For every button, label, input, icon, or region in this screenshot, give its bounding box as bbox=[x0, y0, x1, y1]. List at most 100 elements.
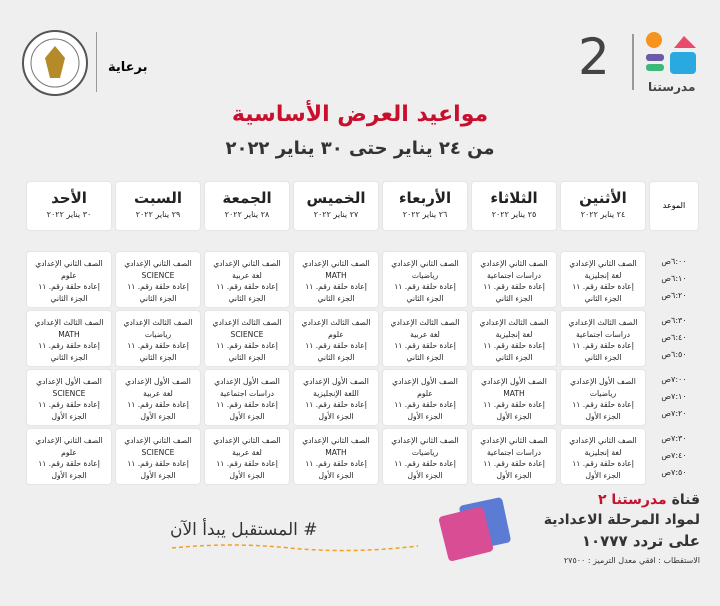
cell-grade: الصف الثاني الإعدادي bbox=[569, 436, 637, 445]
day-header: الثلاثاء ٢٥ يناير ٢٠٢٢ bbox=[472, 182, 556, 230]
program-cell: الصف الثالث الإعدادي لغة إنجليزية إعادة حل… bbox=[472, 311, 556, 366]
time-label: ٦:٥٠ص bbox=[661, 350, 687, 359]
day-header: الجمعة ٢٨ يناير ٢٠٢٢ bbox=[205, 182, 289, 230]
cell-subject: دراسات اجتماعية bbox=[486, 270, 542, 280]
program-cell: الصف الثاني الإعدادي رياضيات إعادة حلقة رق… bbox=[383, 429, 467, 484]
cell-grade: الصف الأول الإعدادي bbox=[570, 377, 636, 386]
program-cell: الصف الثاني الإعدادي رياضيات إعادة حلقة رق… bbox=[383, 252, 467, 307]
program-cell: الصف الثاني الإعدادي دراسات اجتماعية إعادة… bbox=[472, 429, 556, 484]
channel: قناة bbox=[671, 492, 700, 508]
channel-number: 2 bbox=[578, 28, 610, 86]
divider bbox=[96, 32, 97, 92]
cell-part: الجزء الثاني bbox=[584, 293, 622, 303]
cell-grade: الصف الأول الإعدادي bbox=[125, 377, 191, 386]
cell-part: الجزء الأول bbox=[318, 470, 354, 480]
cell-grade: الصف الثالث الإعدادي bbox=[390, 318, 460, 327]
cell-part: الجزء الثاني bbox=[228, 293, 266, 303]
cell-grade: الصف الأول الإعدادي bbox=[214, 377, 280, 386]
footer-line3: على تردد ١٠٧٧٧ bbox=[581, 532, 700, 550]
cell-grade: الصف الثاني الإعدادي bbox=[391, 259, 459, 268]
day-date: ٢٨ يناير ٢٠٢٢ bbox=[224, 210, 270, 219]
cell-episode: إعادة حلقة رقم. ١١ bbox=[572, 282, 634, 291]
program-cell: الصف الثاني الإعدادي لغة إنجليزية إعادة حل… bbox=[561, 252, 645, 307]
program-cell: الصف الثاني الإعدادي لغة إنجليزية إعادة حل… bbox=[561, 429, 645, 484]
program-cell: الصف الثاني الإعدادي علوم إعادة حلقة رقم. … bbox=[27, 429, 111, 484]
cell-subject: MATH bbox=[58, 329, 80, 339]
cell-grade: الصف الأول الإعدادي bbox=[303, 377, 369, 386]
cell-episode: إعادة حلقة رقم. ١١ bbox=[483, 400, 545, 409]
cell-grade: الصف الثالث الإعدادي bbox=[34, 318, 104, 327]
day-date: ٢٥ يناير ٢٠٢٢ bbox=[491, 210, 537, 219]
cell-subject: لغة عربية bbox=[232, 270, 262, 280]
day-header: الأحد ٣٠ يناير ٢٠٢٢ bbox=[27, 182, 111, 230]
cell-subject: لغة عربية bbox=[410, 329, 440, 339]
cell-episode: إعادة حلقة رقم. ١١ bbox=[305, 341, 367, 350]
time-label: ٧:٢٠ص bbox=[661, 409, 687, 418]
cell-episode: إعادة حلقة رقم. ١١ bbox=[38, 400, 100, 409]
cell-part: الجزء الأول bbox=[229, 411, 265, 421]
cell-subject: رياضيات bbox=[411, 270, 439, 280]
day-date: ٣٠ يناير ٢٠٢٢ bbox=[46, 210, 92, 219]
program-cell: الصف الثاني الإعدادي دراسات اجتماعية إعادة… bbox=[472, 252, 556, 307]
cell-part: الجزء الثاني bbox=[495, 293, 533, 303]
cell-part: الجزء الأول bbox=[51, 470, 87, 480]
cell-subject: علوم bbox=[61, 270, 77, 280]
day-header: الأربعاء ٢٦ يناير ٢٠٢٢ bbox=[383, 182, 467, 230]
cell-subject: SCIENCE bbox=[230, 329, 264, 339]
program-cell: الصف الثاني الإعدادي MATH إعادة حلقة رقم. … bbox=[294, 429, 378, 484]
cell-part: الجزء الثاني bbox=[584, 352, 622, 362]
day-header: الخميس ٢٧ يناير ٢٠٢٢ bbox=[294, 182, 378, 230]
cell-part: الجزء الأول bbox=[229, 470, 265, 480]
cell-grade: الصف الثالث الإعدادي bbox=[212, 318, 282, 327]
cell-subject: لغة عربية bbox=[143, 388, 173, 398]
day-date: ٢٦ يناير ٢٠٢٢ bbox=[402, 210, 448, 219]
cell-grade: الصف الثاني الإعدادي bbox=[480, 436, 548, 445]
cell-part: الجزء الثاني bbox=[50, 352, 88, 362]
time-label: ٧:٠٠ص bbox=[661, 375, 687, 384]
cell-episode: إعادة حلقة رقم. ١١ bbox=[483, 341, 545, 350]
cell-part: الجزء الأول bbox=[318, 411, 354, 421]
program-cell: الصف الثاني الإعدادي SCIENCE إعادة حلقة رق… bbox=[116, 429, 200, 484]
day-name: الثلاثاء bbox=[490, 189, 538, 207]
program-cell: الصف الأول الإعدادي MATH إعادة حلقة رقم. ١… bbox=[472, 370, 556, 425]
cell-grade: الصف الثاني الإعدادي bbox=[302, 259, 370, 268]
cell-part: الجزء الأول bbox=[407, 411, 443, 421]
cell-episode: إعادة حلقة رقم. ١١ bbox=[572, 459, 634, 468]
cell-episode: إعادة حلقة رقم. ١١ bbox=[572, 400, 634, 409]
time-label: ٦:٣٠ص bbox=[661, 316, 687, 325]
cell-subject: رياضيات bbox=[589, 388, 617, 398]
cell-episode: إعادة حلقة رقم. ١١ bbox=[127, 459, 189, 468]
cell-grade: الصف الثاني الإعدادي bbox=[391, 436, 459, 445]
cell-part: الجزء الثاني bbox=[139, 352, 177, 362]
program-cell: الصف الثالث الإعدادي SCIENCE إعادة حلقة رق… bbox=[205, 311, 289, 366]
cell-episode: إعادة حلقة رقم. ١١ bbox=[394, 341, 456, 350]
cell-part: الجزء الثاني bbox=[317, 293, 355, 303]
cell-episode: إعادة حلقة رقم. ١١ bbox=[216, 341, 278, 350]
day-name: الأربعاء bbox=[398, 189, 452, 207]
cell-episode: إعادة حلقة رقم. ١١ bbox=[305, 400, 367, 409]
cell-part: الجزء الأول bbox=[496, 470, 532, 480]
day-date: ٢٤ يناير ٢٠٢٢ bbox=[580, 210, 626, 219]
day-header: السبت ٢٩ يناير ٢٠٢٢ bbox=[116, 182, 200, 230]
time-label: ٧:٣٠ص bbox=[661, 434, 687, 443]
time-label: ٧:١٠ص bbox=[661, 392, 687, 401]
program-cell: الصف الثالث الإعدادي رياضيات إعادة حلقة رق… bbox=[116, 311, 200, 366]
day-header: الأثنين ٢٤ يناير ٢٠٢٢ bbox=[561, 182, 645, 230]
cell-part: الجزء الثاني bbox=[406, 293, 444, 303]
cell-grade: الصف الثاني الإعدادي bbox=[480, 259, 548, 268]
cell-part: الجزء الثاني bbox=[228, 352, 266, 362]
cell-subject: علوم bbox=[61, 447, 77, 457]
program-cell: الصف الأول الإعدادي لغة عربية إعادة حلقة ر… bbox=[116, 370, 200, 425]
cell-part: الجزء الثاني bbox=[317, 352, 355, 362]
program-cell: الصف الأول الإعدادي دراسات اجتماعية إعادة … bbox=[205, 370, 289, 425]
cell-episode: إعادة حلقة رقم. ١١ bbox=[394, 459, 456, 468]
cell-grade: الصف الثاني الإعدادي bbox=[124, 436, 192, 445]
cell-subject: دراسات اجتماعية bbox=[219, 388, 275, 398]
cell-episode: إعادة حلقة رقم. ١١ bbox=[127, 400, 189, 409]
cell-episode: إعادة حلقة رقم. ١١ bbox=[216, 282, 278, 291]
cell-subject: علوم bbox=[417, 388, 433, 398]
program-cell: الصف الثاني الإعدادي لغة عربية إعادة حلقة … bbox=[205, 429, 289, 484]
program-cell: الصف الأول الإعدادي علوم إعادة حلقة رقم. ١… bbox=[383, 370, 467, 425]
cell-grade: الصف الأول الإعدادي bbox=[481, 377, 547, 386]
cell-episode: إعادة حلقة رقم. ١١ bbox=[394, 282, 456, 291]
